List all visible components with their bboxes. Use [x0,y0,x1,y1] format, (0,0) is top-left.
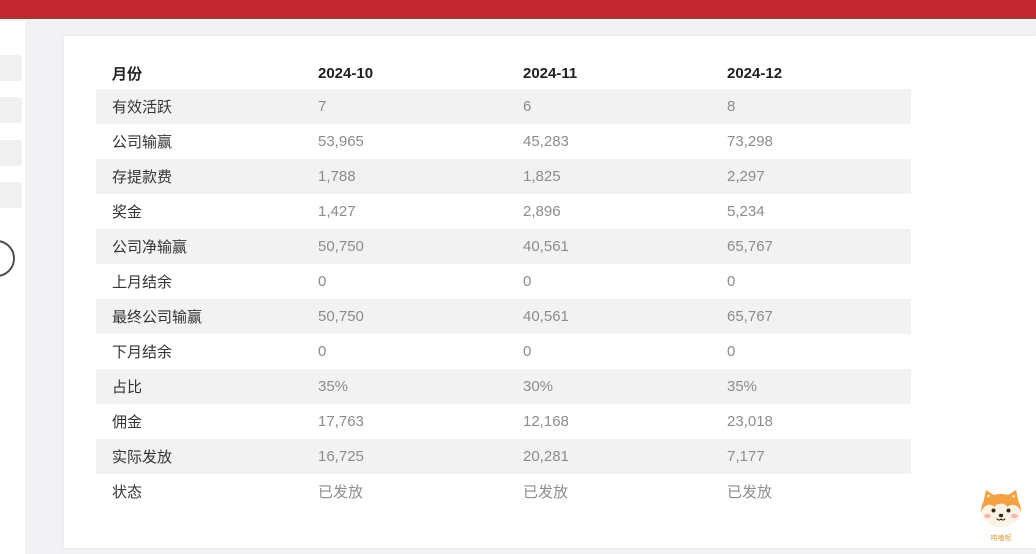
row-value: 35% [727,378,758,395]
sidebar-toggle-button[interactable] [0,240,15,277]
row-value: 7 [318,98,327,115]
row-label: 下月结余 [112,344,173,361]
row-label: 公司净输赢 [112,239,188,256]
row-value: 50,750 [318,238,364,255]
row-label: 存提款费 [112,169,173,186]
row-label: 奖金 [112,204,143,221]
row-value: 12,168 [523,413,569,430]
row-value: 53,965 [318,133,364,150]
row-label: 最终公司输赢 [112,309,203,326]
sidebar-skeleton-item [0,55,22,81]
monthly-report-table: 月份 2024-10 2024-11 2024-12 有效活跃 7 6 8 公司输赢 53… [96,58,911,509]
mascot-label: 唠嗑呢 [990,535,1012,542]
row-value: 2,297 [727,168,765,185]
row-value: 7,177 [727,448,765,465]
row-value: 0 [523,343,532,360]
row-value: 1,788 [318,168,356,185]
row-label: 公司输赢 [112,134,173,151]
row-value: 40,561 [523,238,569,255]
row-value: 65,767 [727,308,773,325]
row-value: 已发放 [318,484,364,501]
table-row: 公司输赢 53,965 45,283 73,298 [96,124,911,159]
row-value: 2,896 [523,203,561,220]
row-label: 有效活跃 [112,99,173,116]
row-value: 40,561 [523,308,569,325]
row-value: 50,750 [318,308,364,325]
row-value: 0 [523,273,532,290]
mascot-helper-widget[interactable]: 唠嗑呢 [975,488,1027,542]
row-value: 6 [523,98,532,115]
table-row: 上月结余 0 0 0 [96,264,911,299]
row-label: 上月结余 [112,274,173,291]
row-value: 16,725 [318,448,364,465]
table-row: 有效活跃 7 6 8 [96,89,911,124]
table-row: 实际发放 16,725 20,281 7,177 [96,439,911,474]
row-label: 佣金 [112,414,143,431]
table-row: 状态 已发放 已发放 已发放 [96,474,911,509]
row-label: 实际发放 [112,449,173,466]
row-value: 1,427 [318,203,356,220]
table-row: 占比 35% 30% 35% [96,369,911,404]
row-value: 0 [318,343,327,360]
monthly-report-card: 月份 2024-10 2024-11 2024-12 有效活跃 7 6 8 公司输赢 53… [64,36,1036,548]
row-value: 30% [523,378,554,395]
row-value: 35% [318,378,349,395]
row-label: 状态 [112,484,143,501]
row-value: 0 [318,273,327,290]
table-row: 最终公司输赢 50,750 40,561 65,767 [96,299,911,334]
row-value: 73,298 [727,133,773,150]
row-value: 23,018 [727,413,773,430]
table-row: 奖金 1,427 2,896 5,234 [96,194,911,229]
row-value: 1,825 [523,168,561,185]
table-row: 下月结余 0 0 0 [96,334,911,369]
column-header-month: 月份 [112,66,143,83]
sidebar-skeleton-item [0,182,22,208]
column-header-2024-10: 2024-10 [318,65,374,82]
sidebar-collapsed [0,21,25,554]
row-label: 占比 [112,379,143,396]
monthly-report-table-container: 月份 2024-10 2024-11 2024-12 有效活跃 7 6 8 公司输赢 53… [96,58,911,509]
row-value: 20,281 [523,448,569,465]
sidebar-skeleton-item [0,97,22,123]
shiba-dog-icon [981,490,1021,527]
column-header-2024-11: 2024-11 [523,65,578,82]
row-value: 65,767 [727,238,773,255]
row-value: 已发放 [523,484,569,501]
row-value: 0 [727,343,736,360]
table-row: 佣金 17,763 12,168 23,018 [96,404,911,439]
row-value: 17,763 [318,413,364,430]
row-value: 已发放 [727,484,773,501]
table-row: 存提款费 1,788 1,825 2,297 [96,159,911,194]
row-value: 0 [727,273,736,290]
column-header-2024-12: 2024-12 [727,65,783,82]
top-navbar [0,0,1036,19]
table-row: 公司净输赢 50,750 40,561 65,767 [96,229,911,264]
row-value: 5,234 [727,203,765,220]
sidebar-skeleton-item [0,140,22,166]
row-value: 8 [727,98,736,115]
row-value: 45,283 [523,133,569,150]
table-header-row: 月份 2024-10 2024-11 2024-12 [96,58,911,89]
